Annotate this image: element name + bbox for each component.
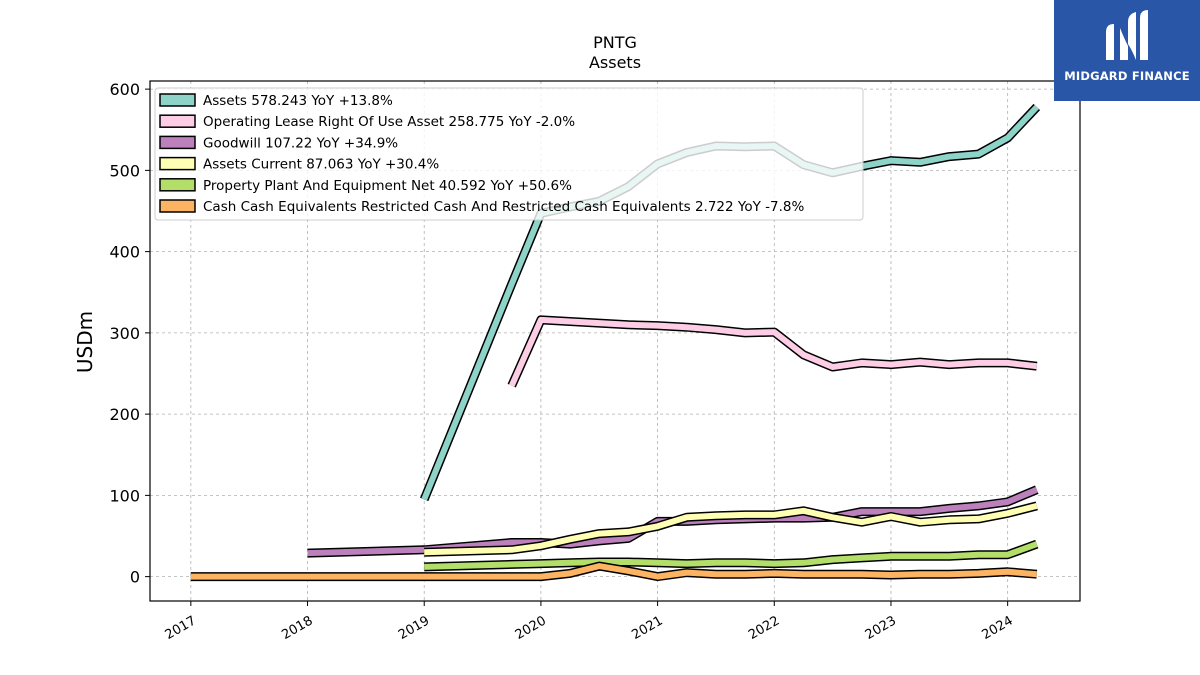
y-tick-label: 100 [109,486,140,505]
series-line [508,316,1038,387]
series-line [424,502,1038,556]
legend-entry-label: Assets Current 87.063 YoY +30.4% [203,157,439,173]
x-tick-label: 2018 [279,613,315,643]
legend-swatch [159,114,196,128]
logo-mark-icon [1106,10,1148,60]
x-tick-label: 2017 [163,613,199,643]
legend-swatch [159,93,196,107]
legend-entry-label: Assets 578.243 YoY +13.8% [203,93,393,109]
legend-swatch [159,178,196,192]
y-tick-label: 0 [130,568,140,587]
y-axis-label: USDm [73,311,97,373]
legend-entry-label: Operating Lease Right Of Use Asset 258.7… [203,114,575,130]
y-axis-ticks: 0 100 200 300 400 500 600 [109,80,150,587]
brand-logo: MIDGARD FINANCE [1054,0,1200,101]
y-tick-label: 200 [109,405,140,424]
series-4 [424,539,1039,572]
legend-swatch [159,156,196,171]
plot-frame [149,80,1081,602]
legend-swatch [159,135,196,150]
legend-swatch [159,199,196,213]
y-tick-label: 600 [109,80,140,99]
series-3 [424,501,1038,557]
series-1 [507,315,1038,388]
legend-entry-label: Property Plant And Equipment Net 40.592 … [203,178,572,194]
series-5 [190,561,1038,582]
x-axis-ticks: 2017 2018 2019 2020 2021 2022 2023 2024 [163,601,1016,643]
x-tick-label: 2023 [863,613,899,643]
series-line [190,563,1038,580]
y-tick-label: 400 [109,243,140,262]
x-tick-label: 2022 [746,613,782,643]
y-tick-label: 300 [109,324,140,343]
legend-entry-label: Goodwill 107.22 YoY +34.9% [203,135,398,151]
legend-entry-label: Cash Cash Equivalents Restricted Cash An… [203,199,804,215]
x-tick-label: 2019 [396,613,432,643]
series-line [424,541,1038,570]
legend: Assets 578.243 YoY +13.8% Operating Lease… [154,87,864,221]
x-tick-label: 2020 [513,613,549,643]
chart-title: PNTG [593,33,637,52]
brand-name: MIDGARD FINANCE [1064,69,1190,83]
x-tick-label: 2021 [629,613,665,643]
x-tick-label: 2024 [979,613,1015,643]
y-tick-label: 500 [109,161,140,180]
legend-box [154,87,864,221]
chart-subtitle: Assets [589,53,641,72]
